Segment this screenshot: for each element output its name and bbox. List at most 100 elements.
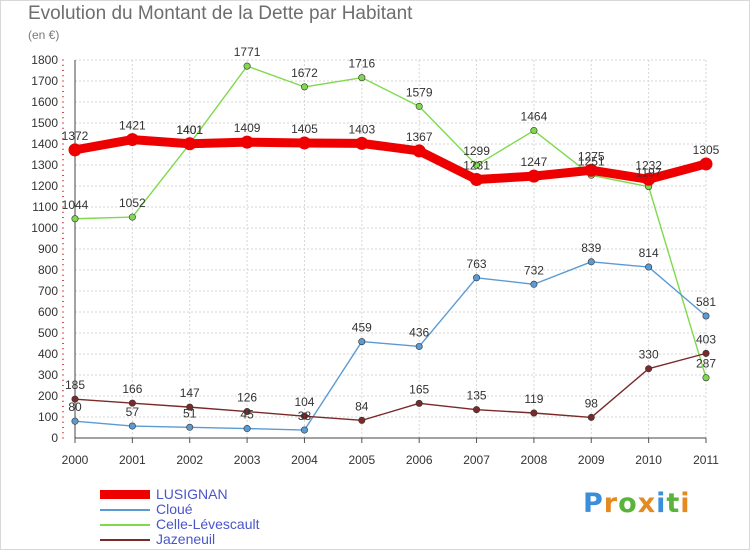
legend-item-jazeneuil: Jazeneuil xyxy=(100,531,300,547)
data-point-cloue xyxy=(186,423,194,431)
data-point-celle-levescault xyxy=(128,213,136,221)
data-point-lusignan xyxy=(527,169,541,183)
y-tick-label: 100 xyxy=(38,410,58,424)
data-label-celle-levescault: 1716 xyxy=(348,57,375,71)
x-tick-label: 2002 xyxy=(176,453,203,467)
data-point-cloue xyxy=(243,425,251,433)
data-point-cloue xyxy=(415,342,423,350)
logo-letter: P xyxy=(583,488,604,519)
data-point-jazeneuil xyxy=(702,349,710,357)
data-label-celle-levescault: 1401 xyxy=(176,123,203,137)
logo-letter: i xyxy=(656,488,667,519)
data-label-cloue: 38 xyxy=(298,409,312,423)
y-tick-label: 1400 xyxy=(31,137,58,151)
x-tick-label: 2006 xyxy=(406,453,433,467)
x-tick-label: 2007 xyxy=(463,453,490,467)
data-label-jazeneuil: 104 xyxy=(294,395,314,409)
data-label-jazeneuil: 135 xyxy=(467,389,487,403)
data-label-jazeneuil: 165 xyxy=(409,382,429,396)
data-point-jazeneuil xyxy=(300,412,308,420)
x-tick-label: 2005 xyxy=(348,453,375,467)
data-label-lusignan: 1409 xyxy=(234,121,261,135)
y-tick-label: 1100 xyxy=(32,200,58,214)
data-label-jazeneuil: 166 xyxy=(122,382,142,396)
data-label-celle-levescault: 1464 xyxy=(521,110,548,124)
data-label-celle-levescault: 1044 xyxy=(62,198,89,212)
data-point-jazeneuil xyxy=(415,399,423,407)
data-point-jazeneuil xyxy=(71,395,79,403)
data-label-celle-levescault: 287 xyxy=(696,357,716,371)
data-point-celle-levescault xyxy=(415,102,423,110)
legend-label: LUSIGNAN xyxy=(156,486,228,502)
data-point-lusignan xyxy=(412,144,426,158)
data-label-cloue: 839 xyxy=(581,241,601,255)
y-tick-label: 400 xyxy=(38,347,58,361)
legend-item-lusignan: LUSIGNAN xyxy=(100,486,300,502)
data-label-lusignan: 1421 xyxy=(119,119,146,133)
data-label-jazeneuil: 403 xyxy=(696,332,716,346)
data-point-jazeneuil xyxy=(530,409,538,417)
data-label-lusignan: 1403 xyxy=(348,122,375,136)
logo-letter: r xyxy=(603,488,619,519)
data-label-lusignan: 1275 xyxy=(578,149,605,163)
data-label-celle-levescault: 1197 xyxy=(636,166,662,180)
data-point-jazeneuil xyxy=(587,413,595,421)
y-tick-label: 800 xyxy=(38,263,58,277)
series-line-cloue xyxy=(74,261,707,431)
x-tick-label: 2011 xyxy=(693,453,719,467)
data-point-celle-levescault xyxy=(358,74,366,82)
data-point-cloue xyxy=(473,274,481,282)
legend-label: Jazeneuil xyxy=(156,531,216,547)
data-label-cloue: 51 xyxy=(183,406,197,420)
y-tick-label: 500 xyxy=(38,326,58,340)
data-point-celle-levescault xyxy=(702,374,710,382)
data-point-lusignan xyxy=(240,135,254,149)
legend: LUSIGNAN Cloué Celle-Lévescault Jazeneuil xyxy=(100,486,300,547)
data-label-lusignan: 1401 xyxy=(176,123,203,137)
data-point-cloue xyxy=(530,280,538,288)
data-label-lusignan: 1247 xyxy=(521,155,548,169)
data-point-jazeneuil xyxy=(358,416,366,424)
y-tick-label: 200 xyxy=(38,389,58,403)
data-point-cloue xyxy=(702,312,710,320)
data-label-lusignan: 1405 xyxy=(291,122,318,136)
logo-letter: i xyxy=(680,488,691,519)
x-tick-label: 2008 xyxy=(521,453,548,467)
data-point-jazeneuil xyxy=(473,406,481,414)
data-label-cloue: 763 xyxy=(467,257,487,271)
data-point-celle-levescault xyxy=(300,83,308,91)
legend-label: Cloué xyxy=(156,501,193,517)
data-point-lusignan xyxy=(699,157,713,171)
data-label-cloue: 436 xyxy=(409,325,429,339)
data-label-celle-levescault: 1672 xyxy=(291,66,318,80)
series-line-jazeneuil xyxy=(74,352,707,422)
data-label-cloue: 581 xyxy=(696,295,716,309)
data-point-lusignan xyxy=(125,133,139,147)
data-point-lusignan xyxy=(584,163,598,177)
data-point-cloue xyxy=(587,258,595,266)
data-label-cloue: 57 xyxy=(126,405,140,419)
data-label-cloue: 45 xyxy=(240,408,254,422)
data-point-lusignan xyxy=(642,172,656,186)
data-point-jazeneuil xyxy=(243,408,251,416)
data-point-cloue xyxy=(300,426,308,434)
data-label-cloue: 814 xyxy=(639,246,659,260)
data-label-lusignan: 1305 xyxy=(693,143,720,157)
data-point-jazeneuil xyxy=(186,403,194,411)
logo-letter: x xyxy=(637,488,657,519)
data-point-cloue xyxy=(71,417,79,425)
data-label-lusignan: 1367 xyxy=(406,130,433,144)
legend-swatch xyxy=(100,509,150,511)
data-label-celle-levescault: 1251 xyxy=(578,154,605,168)
data-point-cloue xyxy=(645,263,653,271)
x-tick-label: 2004 xyxy=(291,453,318,467)
data-label-celle-levescault: 1579 xyxy=(406,85,433,99)
x-tick-label: 2009 xyxy=(578,453,605,467)
series-line-lusignan xyxy=(70,135,711,184)
data-label-jazeneuil: 185 xyxy=(65,378,85,392)
legend-item-cloue: Cloué xyxy=(100,501,300,517)
data-point-celle-levescault xyxy=(243,62,251,70)
data-label-jazeneuil: 119 xyxy=(524,392,543,406)
data-point-cloue xyxy=(128,422,136,430)
data-label-lusignan: 1231 xyxy=(463,158,490,172)
